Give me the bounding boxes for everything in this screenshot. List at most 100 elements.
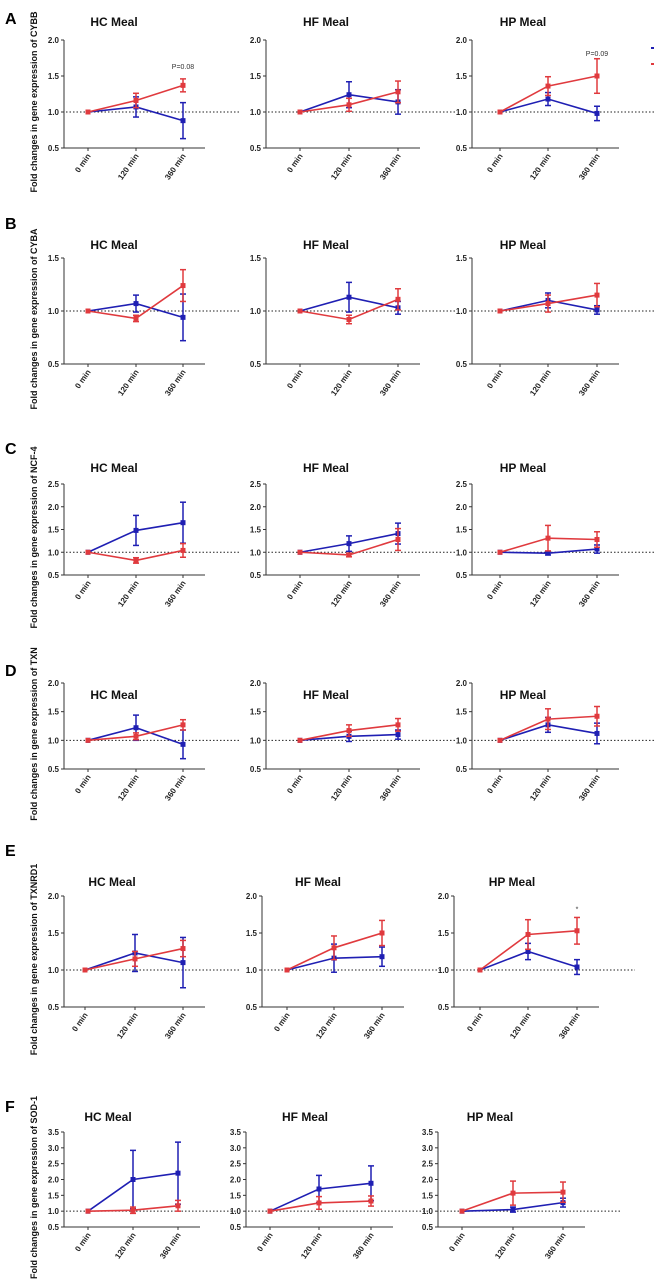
y-tick-label: 3.5 (48, 1128, 60, 1137)
data-point (284, 967, 290, 973)
y-tick-label: 1.5 (456, 72, 468, 81)
x-tick-label: 360 min (163, 579, 188, 609)
x-tick-label: 0 min (255, 1231, 274, 1253)
panel-label: E (5, 843, 16, 860)
series-series2 (284, 919, 385, 973)
chart-title: HF Meal (303, 15, 349, 29)
data-point (545, 550, 551, 556)
data-point (497, 549, 503, 555)
series-series2 (477, 916, 580, 973)
data-point (346, 92, 352, 98)
chart-title: HC Meal (88, 875, 135, 889)
chart-title: HF Meal (282, 1110, 328, 1124)
y-tick-label: 1.0 (48, 736, 60, 745)
chart-b-hf-meal: HF Meal 0.5 1.0 1.5 0 min 120 min 360 min (250, 238, 456, 398)
y-tick-label: 1.5 (456, 708, 468, 717)
x-tick-label: 0 min (73, 773, 92, 795)
legend-swatch-series1 (651, 47, 654, 49)
data-point (594, 292, 600, 298)
y-tick-label: 0.5 (456, 765, 468, 774)
y-tick-label: 0.5 (422, 1223, 434, 1232)
y-tick-label: 0.5 (48, 144, 60, 153)
data-point (175, 1170, 181, 1176)
series-series2 (85, 268, 186, 323)
data-point (297, 549, 303, 555)
panel-d: D Fold changes in gene expression of TXN H… (5, 647, 655, 821)
y-tick-label: 1.5 (250, 526, 262, 535)
x-tick-label: 360 min (577, 579, 602, 609)
data-point (133, 557, 139, 563)
y-tick-label: 2.5 (48, 480, 60, 489)
data-point (316, 1200, 322, 1206)
series-series2 (497, 57, 600, 115)
data-point (594, 537, 600, 543)
y-tick-label: 0.5 (48, 765, 60, 774)
y-tick-label: 0.5 (456, 144, 468, 153)
data-point (346, 541, 352, 547)
data-point (545, 301, 551, 307)
y-tick-label: 0.5 (456, 360, 468, 369)
chart-e-hp-meal: HP Meal 0.5 1.0 1.5 2.0 0 min 120 min 360 min * (438, 875, 635, 1041)
y-tick-label: 2.0 (246, 892, 258, 901)
data-point (85, 109, 91, 115)
data-point (497, 109, 503, 115)
y-tick-label: 1.0 (456, 548, 468, 557)
x-tick-label: 360 min (378, 368, 403, 398)
x-tick-label: 120 min (314, 1011, 339, 1041)
data-point (497, 737, 503, 743)
panel-label: C (5, 441, 17, 458)
y-tick-label: 3.5 (422, 1128, 434, 1137)
y-tick-label: 2.0 (48, 36, 60, 45)
data-point (133, 527, 139, 533)
y-tick-label: 3.0 (230, 1144, 242, 1153)
y-tick-label: 1.5 (250, 72, 262, 81)
data-point (297, 308, 303, 314)
y-tick-label: 1.5 (422, 1191, 434, 1200)
data-point (180, 82, 186, 88)
y-axis-label: Fold changes in gene expression of CYBB (29, 11, 39, 193)
chart-a-hp-meal: HP Meal 0.5 1.0 1.5 2.0 0 min 120 min 360 min P=… (456, 15, 655, 182)
y-tick-label: 1.0 (48, 548, 60, 557)
data-point (85, 737, 91, 743)
x-tick-label: 120 min (528, 773, 553, 803)
data-point (545, 535, 551, 541)
y-tick-label: 1.5 (438, 929, 450, 938)
series-series2 (497, 282, 600, 314)
x-tick-label: 120 min (329, 773, 354, 803)
series-series1 (297, 281, 401, 315)
data-point (180, 118, 186, 124)
y-tick-label: 1.5 (230, 1191, 242, 1200)
y-tick-label: 0.5 (48, 1003, 60, 1012)
x-tick-label: 120 min (329, 579, 354, 609)
chart-d-hp-meal: HP Meal 0.5 1.0 1.5 2.0 0 min 120 min 360 min (456, 679, 655, 803)
y-tick-label: 1.0 (246, 966, 258, 975)
y-tick-label: 2.0 (456, 36, 468, 45)
y-tick-label: 0.5 (48, 360, 60, 369)
panel-label: B (5, 216, 17, 233)
chart-b-hp-meal: HP Meal 0.5 1.0 1.5 0 min 120 min 360 min (456, 238, 655, 398)
data-point (395, 537, 401, 543)
y-tick-label: 0.5 (250, 571, 262, 580)
chart-title: HC Meal (90, 688, 137, 702)
y-tick-label: 1.5 (456, 254, 468, 263)
series-series1 (497, 91, 600, 122)
data-point (510, 1207, 516, 1213)
series-series2 (85, 1199, 181, 1215)
y-tick-label: 0.5 (438, 1003, 450, 1012)
data-point (130, 1207, 136, 1213)
chart-title: HF Meal (303, 461, 349, 475)
y-tick-label: 2.0 (456, 503, 468, 512)
data-point (130, 1177, 136, 1182)
x-tick-label: 360 min (158, 1231, 183, 1261)
data-point (133, 301, 139, 307)
data-point (594, 730, 600, 736)
chart-b-hc-meal: HC Meal 0.5 1.0 1.5 0 min 120 min 360 min (48, 238, 241, 398)
chart-title: HP Meal (489, 875, 535, 889)
annotation: * (576, 907, 579, 914)
x-tick-label: 0 min (447, 1231, 466, 1253)
data-point (85, 549, 91, 555)
data-point (545, 83, 551, 89)
series-series1 (297, 522, 401, 555)
data-point (331, 945, 337, 951)
x-tick-label: 120 min (299, 1231, 324, 1261)
